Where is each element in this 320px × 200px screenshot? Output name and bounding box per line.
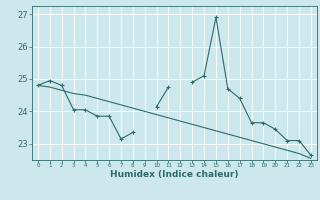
X-axis label: Humidex (Indice chaleur): Humidex (Indice chaleur): [110, 170, 239, 179]
